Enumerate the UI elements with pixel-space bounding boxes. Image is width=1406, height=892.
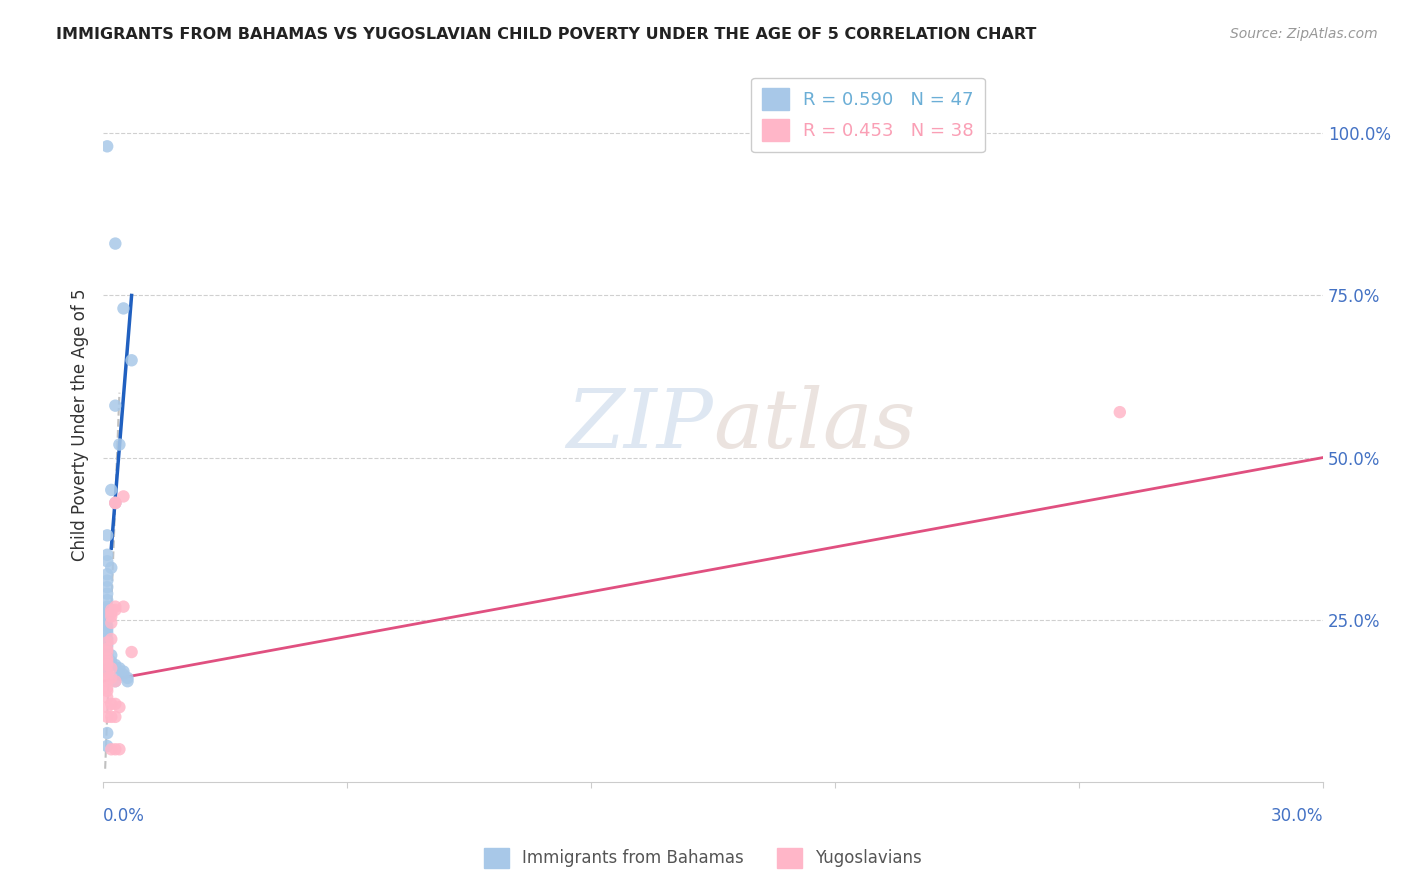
Point [96,574,118,588]
Point [112,599,135,614]
Point [100,697,122,711]
Point [1108,405,1130,419]
Point [96,639,118,653]
Point [96,645,118,659]
Point [96,599,118,614]
Point [108,742,131,756]
Point [96,681,118,695]
Point [96,632,118,646]
Point [96,139,118,153]
Point [112,665,135,679]
Text: atlas: atlas [713,385,915,465]
Point [100,742,122,756]
Point [96,648,118,663]
Point [104,496,127,510]
Point [104,599,127,614]
Point [96,665,118,679]
Point [121,353,143,368]
Point [104,742,127,756]
Point [100,615,122,630]
Point [96,651,118,665]
Point [104,236,127,251]
Point [100,661,122,675]
Text: 30.0%: 30.0% [1271,807,1323,825]
Point [108,667,131,681]
Point [96,684,118,698]
Point [100,483,122,497]
Point [96,655,118,669]
Point [104,674,127,689]
Point [100,632,122,646]
Point [96,658,118,673]
Point [100,648,122,663]
Point [96,739,118,753]
Point [96,651,118,665]
Point [100,671,122,685]
Point [100,658,122,673]
Point [96,528,118,542]
Point [100,606,122,620]
Point [104,496,127,510]
Point [104,496,127,510]
Text: Source: ZipAtlas.com: Source: ZipAtlas.com [1230,27,1378,41]
Point [96,625,118,640]
Point [96,623,118,637]
Point [112,490,135,504]
Point [117,674,139,689]
Point [96,619,118,633]
Text: IMMIGRANTS FROM BAHAMAS VS YUGOSLAVIAN CHILD POVERTY UNDER THE AGE OF 5 CORRELAT: IMMIGRANTS FROM BAHAMAS VS YUGOSLAVIAN C… [56,27,1036,42]
Point [96,726,118,740]
Point [100,655,122,669]
Point [96,603,118,617]
Point [112,301,135,316]
Point [96,671,118,685]
Point [96,635,118,649]
Point [96,641,118,656]
Point [96,690,118,705]
Point [100,603,122,617]
Point [96,655,118,669]
Point [96,658,118,673]
Point [96,613,118,627]
Y-axis label: Child Poverty Under the Age of 5: Child Poverty Under the Age of 5 [72,289,89,561]
Point [117,671,139,685]
Point [104,399,127,413]
Point [100,710,122,724]
Point [104,710,127,724]
Legend: R = 0.590   N = 47, R = 0.453   N = 38: R = 0.590 N = 47, R = 0.453 N = 38 [751,78,984,153]
Point [96,606,118,620]
Point [104,603,127,617]
Point [96,710,118,724]
Point [108,437,131,451]
Point [96,554,118,568]
Point [96,645,118,659]
Text: ZIP: ZIP [567,385,713,465]
Legend: Immigrants from Bahamas, Yugoslavians: Immigrants from Bahamas, Yugoslavians [477,841,929,875]
Point [100,560,122,574]
Point [96,567,118,582]
Point [96,635,118,649]
Point [96,674,118,689]
Point [108,661,131,675]
Point [100,609,122,624]
Point [104,658,127,673]
Point [96,700,118,714]
Point [104,674,127,689]
Point [96,548,118,562]
Point [108,700,131,714]
Point [96,587,118,601]
Text: 0.0%: 0.0% [103,807,145,825]
Point [96,593,118,607]
Point [96,580,118,594]
Point [104,697,127,711]
Point [96,665,118,679]
Point [121,645,143,659]
Point [96,609,118,624]
Point [112,667,135,681]
